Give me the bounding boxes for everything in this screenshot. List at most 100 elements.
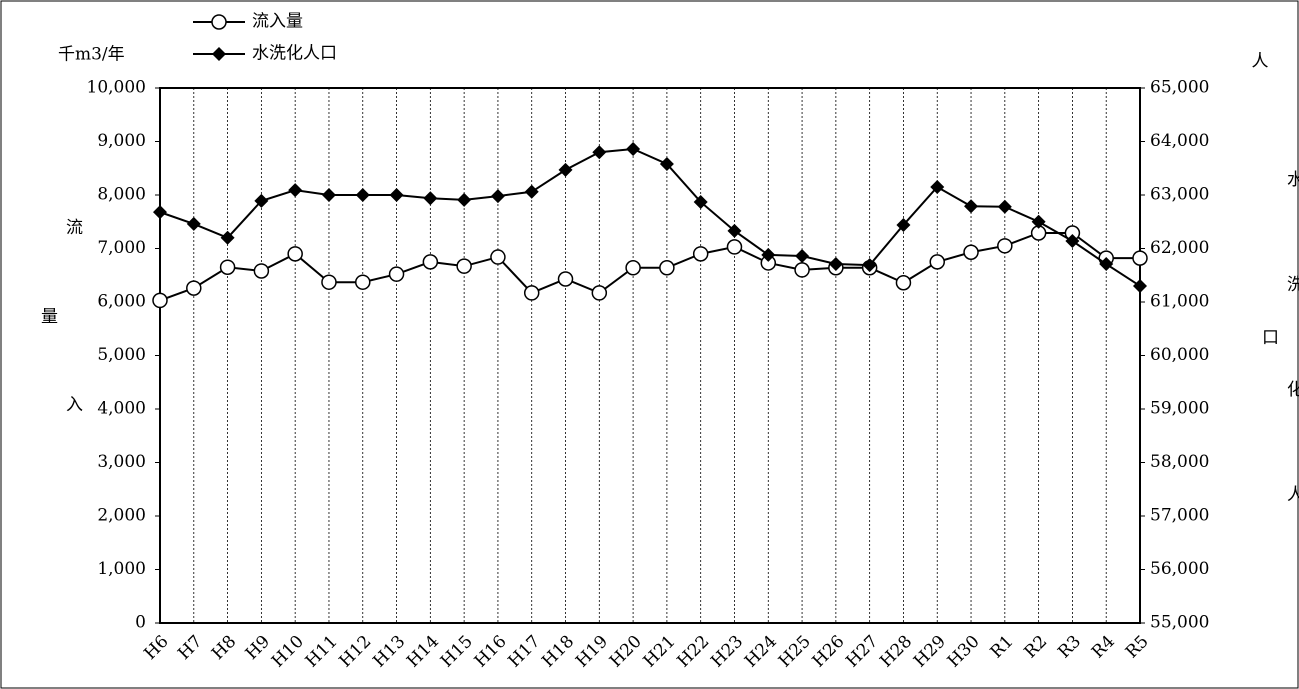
point (592, 145, 607, 160)
legend-label: 流入量 (252, 12, 303, 32)
x-tick-label: H24 (741, 632, 781, 672)
point (1133, 278, 1147, 293)
x-tick-label: H27 (842, 632, 882, 672)
point (1132, 250, 1148, 266)
point (152, 292, 168, 309)
x-tick-label: H7 (174, 632, 206, 664)
point (997, 238, 1013, 254)
x-tick-label: H14 (403, 632, 443, 672)
y-tick-label: 1,000 (97, 559, 146, 579)
x-tick-label: H26 (809, 632, 849, 672)
y-tick-label: 9,000 (97, 131, 146, 151)
y2-tick-label: 56,000 (1150, 559, 1209, 579)
x-tick-label: H15 (437, 632, 477, 672)
x-tick-label: H25 (775, 632, 815, 672)
y2-tick-label: 58,000 (1150, 452, 1209, 472)
point (929, 254, 945, 270)
y2-tick-label: 59,000 (1150, 399, 1209, 419)
point (794, 262, 810, 278)
legend-label: 水洗化人口 (252, 44, 337, 64)
y-tick-label: 2,000 (97, 506, 146, 526)
point (727, 223, 742, 238)
point (456, 258, 472, 274)
x-tick-label: R2 (1020, 632, 1051, 663)
point (795, 248, 810, 263)
point (490, 189, 505, 204)
point (626, 141, 641, 156)
point (253, 263, 270, 279)
point (523, 285, 540, 301)
point (693, 194, 708, 209)
point (761, 247, 776, 262)
point (1099, 257, 1114, 272)
point (828, 257, 843, 272)
point (287, 246, 303, 262)
y-tick-label: 5,000 (97, 345, 146, 365)
point (930, 179, 945, 194)
x-tick-label: H23 (707, 632, 747, 672)
x-tick-label: H11 (302, 632, 342, 672)
point (558, 162, 573, 177)
point (254, 193, 269, 208)
point (220, 230, 235, 245)
point (321, 188, 336, 202)
x-tick-label: H18 (538, 632, 578, 672)
y-tick-label: 8,000 (97, 185, 146, 205)
y2-tick-label: 57,000 (1150, 506, 1209, 526)
x-tick-label: H12 (336, 632, 376, 672)
y2-tick-label: 64,000 (1150, 131, 1209, 151)
y2-tick-label: 60,000 (1150, 345, 1209, 365)
x-tick-label: H17 (505, 632, 545, 672)
point (726, 239, 743, 255)
point (490, 249, 506, 265)
y-label: 流入量 (37, 218, 82, 572)
point (896, 217, 911, 232)
plot-area (159, 87, 1141, 624)
point (186, 216, 201, 231)
y-tick-label: 3,000 (97, 452, 146, 472)
point (659, 260, 675, 276)
point (389, 188, 404, 202)
point (862, 258, 877, 273)
x-tick-label: H20 (606, 632, 646, 672)
x-tick-label: H16 (471, 632, 511, 672)
point (321, 274, 337, 290)
y-tick-label: 6,000 (97, 292, 146, 312)
y2-tick-label: 65,000 (1150, 78, 1209, 98)
x-tick-label: H21 (640, 632, 680, 672)
y-tick-label: 7,000 (97, 238, 146, 258)
x-tick-label: H22 (673, 632, 713, 672)
y2-tick-label: 55,000 (1150, 613, 1209, 633)
point (355, 188, 370, 202)
y2-tick-label: 61,000 (1150, 292, 1209, 312)
point (1065, 234, 1080, 249)
point (219, 259, 236, 275)
point (524, 184, 539, 199)
x-tick-label: H29 (910, 632, 950, 672)
x-tick-label: H28 (876, 632, 916, 672)
x-tick-label: R1 (987, 632, 1018, 663)
x-tick-label: R3 (1054, 632, 1085, 663)
y2-unit: 人 (1252, 52, 1269, 72)
point (692, 246, 709, 262)
x-tick-label: R5 (1122, 632, 1153, 663)
y-unit: 千m3/年 (58, 45, 125, 65)
x-tick-label: R4 (1088, 632, 1119, 663)
x-tick-label: H6 (140, 632, 172, 664)
point (423, 191, 438, 206)
point (457, 192, 472, 207)
point (1031, 214, 1046, 229)
point (895, 274, 912, 291)
x-tick-label: H13 (369, 632, 409, 672)
y-tick-label: 10,000 (87, 78, 146, 98)
point (625, 260, 641, 276)
point (963, 244, 979, 260)
point (355, 274, 371, 290)
point (557, 271, 574, 287)
series-line (159, 231, 1140, 302)
point (997, 199, 1012, 214)
point (288, 183, 303, 198)
